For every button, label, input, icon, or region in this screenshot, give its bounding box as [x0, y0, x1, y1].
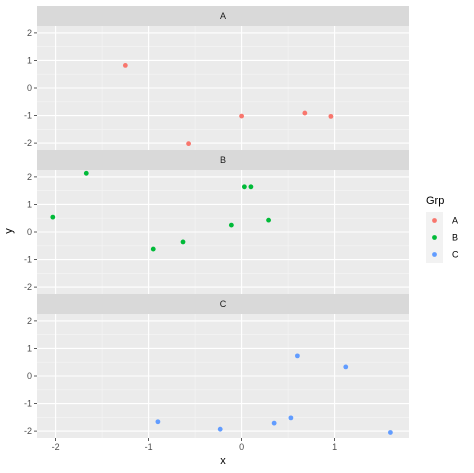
legend-swatch-b [432, 235, 437, 240]
legend-label-c: C [452, 250, 459, 260]
y-tick-label: 2 [27, 172, 32, 182]
data-point-a [239, 113, 245, 119]
data-point-c [217, 426, 223, 432]
legend: Grp ABC [426, 195, 459, 263]
y-tick-label: 0 [27, 227, 32, 237]
facet-strip [37, 294, 409, 314]
facet-panel-a: A -2 -1 0 1 2 [24, 6, 409, 150]
y-tick-label: -2 [24, 426, 32, 436]
facet-strip-label: C [220, 299, 227, 309]
y-tick-label: 1 [27, 199, 32, 209]
data-point-b [180, 239, 186, 245]
data-point-b [228, 222, 234, 228]
data-point-c [155, 419, 161, 425]
facet-panel-b: B -2 -1 0 1 2 [24, 150, 409, 294]
facet-strip-label: B [220, 155, 226, 165]
facet-panels: A -2 -1 0 1 2 B -2 -1 0 1 2 C -2 -1 0 1 2 -2 -1 0 1 [24, 6, 409, 452]
data-point-a [122, 63, 128, 68]
x-axis-title: x [220, 455, 226, 467]
legend-label-a: A [452, 216, 458, 226]
data-point-c [295, 353, 300, 359]
y-tick-label: 1 [27, 55, 32, 65]
data-point-a [328, 113, 334, 119]
facet-strip [37, 6, 409, 26]
data-point-c [343, 364, 349, 370]
facet-panel-c: C -2 -1 0 1 2 [24, 294, 409, 438]
data-point-c [271, 420, 277, 426]
data-point-c [388, 430, 393, 435]
data-point-a [302, 110, 308, 116]
y-tick-label: 2 [27, 316, 32, 326]
y-tick-label: -1 [24, 399, 32, 409]
y-tick-label: -2 [24, 282, 32, 292]
facet-strip-label: A [220, 11, 226, 21]
y-tick-label: 1 [27, 343, 32, 353]
data-point-a [186, 141, 191, 147]
legend-label-b: B [452, 233, 458, 243]
legend-swatch-c [432, 252, 437, 257]
legend-title: Grp [426, 195, 444, 207]
y-tick-label: 2 [27, 28, 32, 38]
legend-swatch-a [432, 218, 437, 223]
x-tick-label: -2 [52, 442, 60, 452]
y-tick-label: 0 [27, 371, 32, 381]
y-tick-label: 0 [27, 83, 32, 93]
y-axis-title: y [3, 228, 15, 234]
x-tick-label: 1 [332, 442, 337, 452]
data-point-b [83, 170, 89, 176]
x-tick-label: -1 [145, 442, 153, 452]
y-tick-label: -1 [24, 111, 32, 121]
x-tick-label: 0 [239, 442, 244, 452]
y-tick-label: -1 [24, 255, 32, 265]
data-point-b [241, 184, 247, 190]
data-point-b [50, 214, 56, 220]
data-point-b [248, 184, 254, 190]
data-point-b [266, 217, 271, 223]
data-point-b [150, 246, 156, 252]
data-point-c [288, 415, 294, 421]
y-tick-label: -2 [24, 138, 32, 148]
facet-strip [37, 150, 409, 170]
